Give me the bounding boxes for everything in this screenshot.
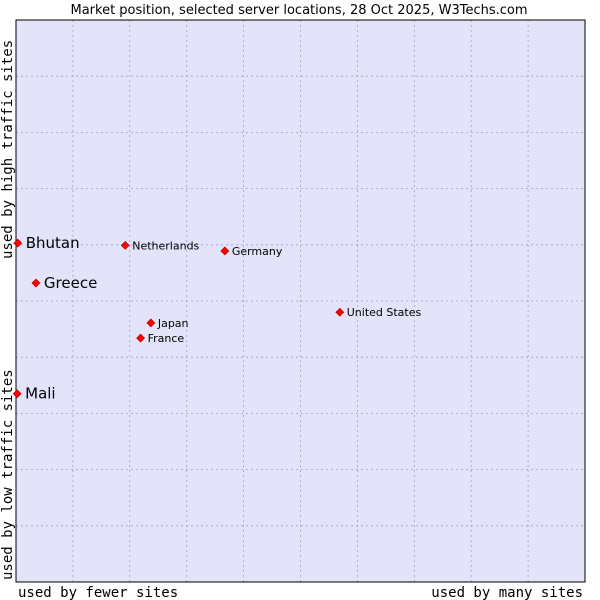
y-axis-label-top: used by high traffic sites <box>0 40 16 259</box>
data-label-france: France <box>148 332 185 345</box>
data-points: Bhutan Greece Mali Netherlands Germany United… <box>12 234 422 403</box>
data-point-germany <box>220 246 230 256</box>
data-label-mali: Mali <box>25 385 55 403</box>
data-point-netherlands <box>120 240 130 250</box>
data-label-germany: Germany <box>232 245 283 258</box>
data-point-greece <box>31 278 41 288</box>
data-point-japan <box>146 318 156 328</box>
x-axis-label-right: used by many sites <box>431 585 583 600</box>
grid-lines <box>16 20 585 582</box>
data-label-japan: Japan <box>157 317 189 330</box>
x-axis-label-left: used by fewer sites <box>18 585 178 600</box>
plot-border <box>15 19 586 583</box>
chart-title: Market position, selected server locatio… <box>70 3 527 18</box>
data-label-united-states: United States <box>347 306 422 319</box>
y-axis-label-bottom: used by low traffic sites <box>0 369 16 580</box>
data-point-united-states <box>335 307 345 317</box>
data-point-mali <box>12 389 22 399</box>
data-point-france <box>136 333 146 343</box>
data-label-netherlands: Netherlands <box>132 239 199 252</box>
data-label-bhutan: Bhutan <box>26 234 80 252</box>
data-label-greece: Greece <box>44 274 97 292</box>
data-point-bhutan <box>13 238 23 248</box>
